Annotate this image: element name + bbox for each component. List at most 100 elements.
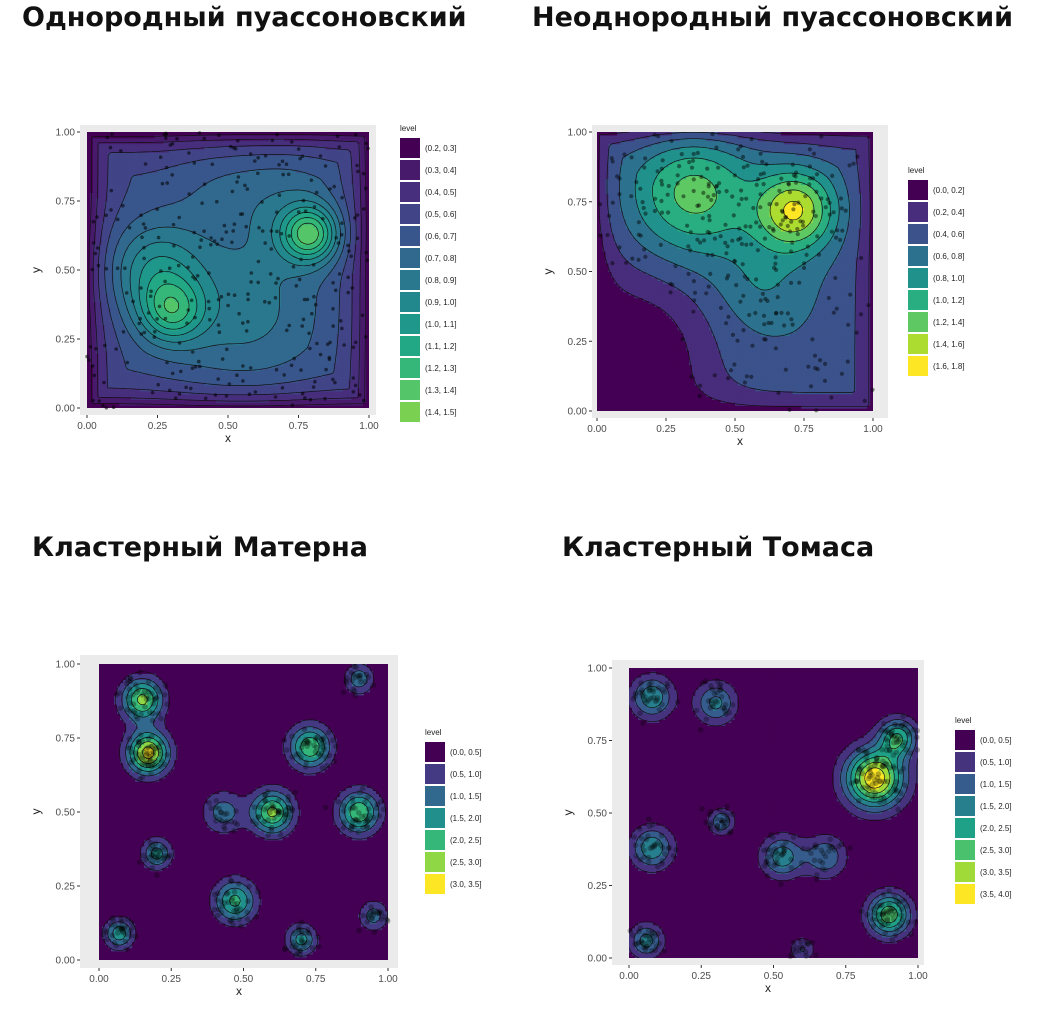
data-point [834,235,839,240]
data-point [761,863,768,869]
data-point [157,304,162,309]
data-point [333,380,337,385]
data-point [294,284,299,288]
data-point [659,861,665,867]
data-point [874,916,880,922]
data-point [887,747,893,754]
data-point [93,251,98,256]
data-point [754,182,759,187]
data-point [291,264,296,269]
data-point [104,936,110,943]
data-point [264,805,270,811]
data-point [300,324,305,328]
data-point [293,751,300,758]
data-point [352,674,359,680]
data-point [790,834,797,840]
data-point [703,819,709,826]
data-point [872,777,878,783]
data-point [348,823,355,830]
data-point [299,368,303,372]
data-point [135,742,142,749]
data-point [883,736,890,742]
data-point [248,152,253,156]
data-point [349,804,356,811]
data-point [822,853,829,860]
data-point [365,794,371,800]
data-point [648,680,654,686]
x-tick-label: 0.50 [218,421,238,432]
data-point [128,759,135,766]
data-point [712,373,717,378]
data-point [170,371,175,376]
data-point [103,929,110,935]
data-point [770,851,776,858]
data-point [170,173,174,177]
data-point [864,749,870,756]
data-point [123,266,127,270]
data-point [615,174,620,179]
data-point [218,818,225,824]
data-point [96,263,101,268]
data-point [767,847,774,853]
legend-swatch [908,180,928,200]
data-point [730,238,735,243]
data-point [714,823,721,829]
data-point [639,842,646,849]
data-point [899,906,905,912]
data-point [739,188,744,193]
data-point [867,773,873,780]
data-point [340,808,347,814]
data-point [225,347,229,352]
data-point [640,200,645,205]
data-point [218,898,225,905]
data-point [884,917,891,923]
data-point [779,208,784,213]
data-point [744,242,749,247]
y-axis-label: y [541,269,555,275]
data-point [341,802,347,809]
data-point [122,931,129,938]
data-point [645,697,652,703]
data-point [285,793,292,800]
data-point [818,847,825,853]
data-point [710,703,717,709]
data-point [639,692,646,699]
data-point [229,144,233,149]
data-point [879,922,885,929]
chart-thomas: 0.00 0.25 0.50 0.75 1.000.000.250.500.751.00… [561,660,1012,995]
data-point [268,827,275,833]
data-point [150,390,155,395]
data-point [125,694,131,700]
data-point [270,805,276,811]
data-point [878,727,885,734]
data-point [150,752,156,758]
data-point [325,729,332,736]
legend-label: (1.2, 1.3] [425,364,457,373]
data-point [356,672,363,679]
data-point [218,909,225,916]
data-point [661,947,667,954]
data-point [718,816,724,823]
data-point [705,194,711,199]
data-point [364,817,370,824]
data-point [356,818,362,825]
data-point [119,919,125,925]
legend-title: level [400,124,417,133]
data-point [691,151,696,157]
legend-swatch [400,402,420,422]
data-point [636,257,641,262]
data-point [127,745,134,751]
data-point [361,171,366,176]
data-point [714,822,721,829]
data-point [772,846,778,852]
data-point [114,347,118,351]
data-point [771,228,776,233]
data-point [774,310,779,316]
data-point [741,293,746,298]
data-point [750,343,755,348]
data-point [137,669,143,676]
data-point [788,229,793,234]
data-point [207,271,211,275]
data-point [355,829,362,835]
data-point [273,395,278,399]
